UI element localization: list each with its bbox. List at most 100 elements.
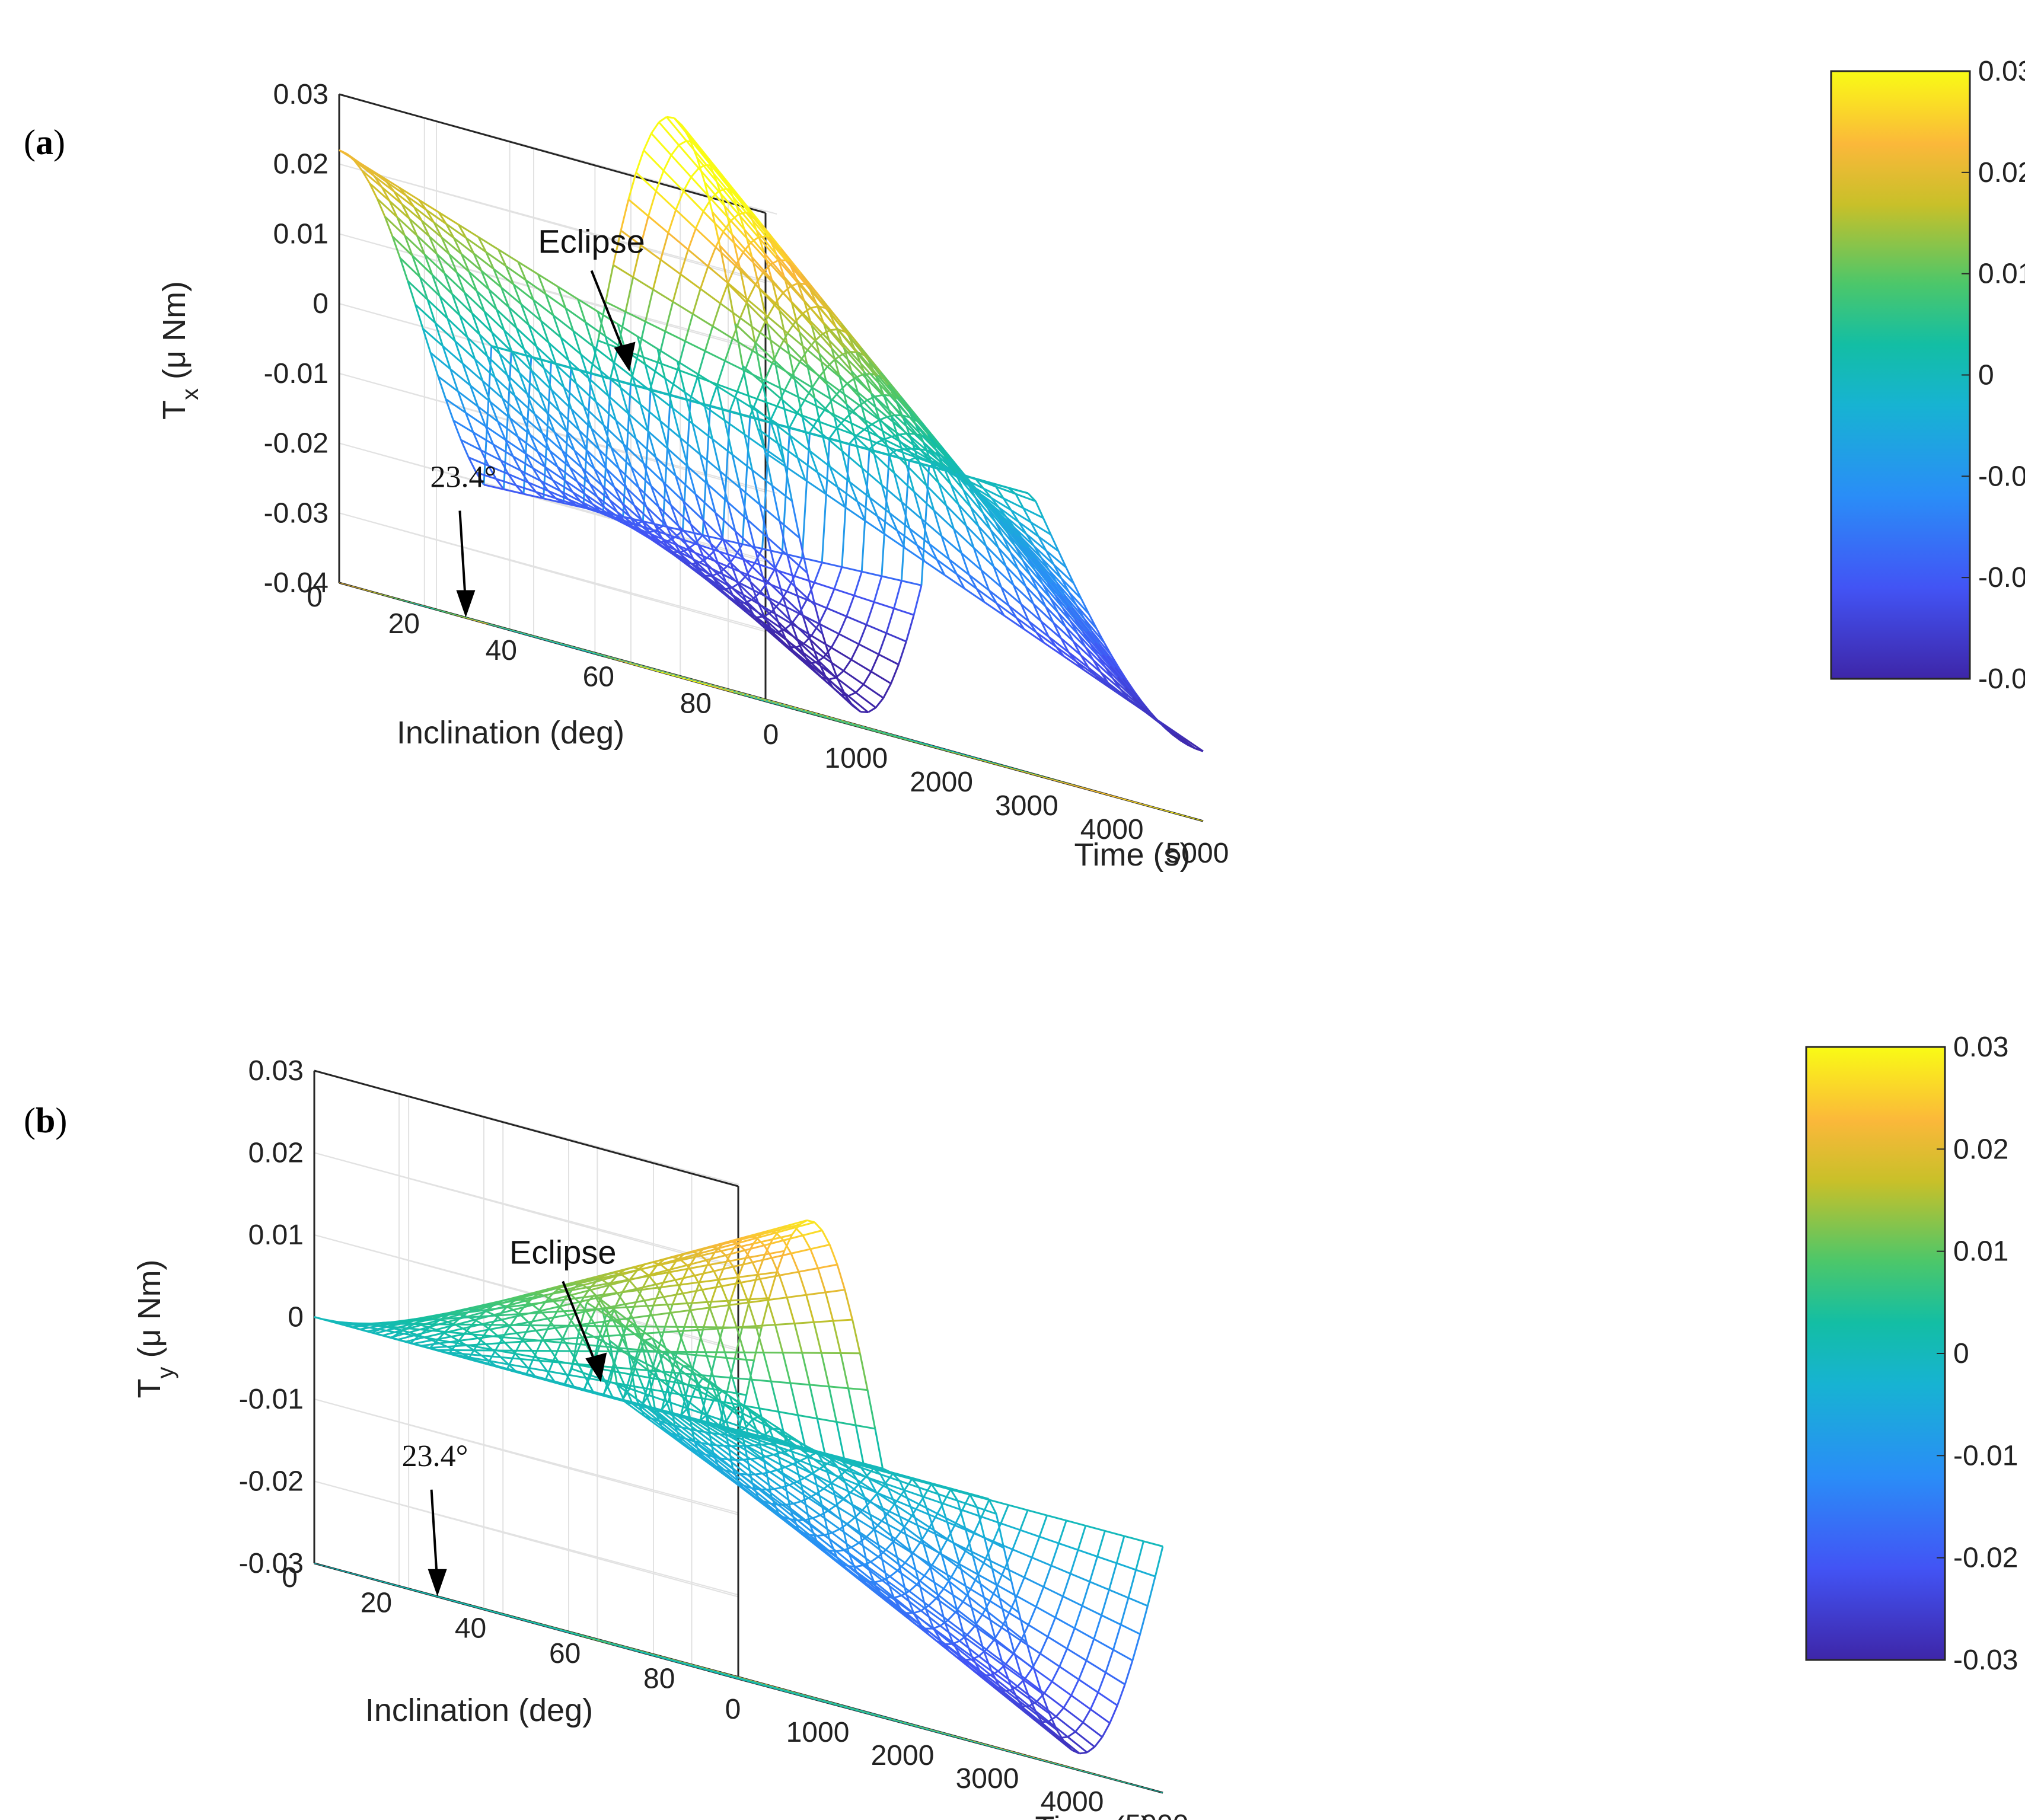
mesh-segment — [806, 599, 827, 609]
mesh-segment — [640, 216, 649, 245]
mesh-segment — [467, 456, 477, 473]
mesh-segment — [874, 394, 883, 398]
mesh-segment — [560, 1325, 570, 1343]
mesh-segment — [706, 1398, 716, 1416]
mesh-segment — [609, 1284, 618, 1294]
panel-a: 0.030.020.010-0.01-0.02-0.03-0.040204060… — [24, 56, 2025, 873]
mesh-segment — [700, 288, 721, 304]
mesh-segment — [803, 1473, 813, 1479]
mesh-segment — [811, 635, 832, 649]
mesh-segment — [785, 1463, 793, 1468]
mesh-segment — [707, 247, 717, 267]
mesh-segment — [434, 322, 444, 347]
colorbar-tick-label: 0.02 — [1978, 157, 2025, 189]
mesh-segment — [662, 395, 672, 526]
mesh-segment — [422, 328, 432, 353]
mesh-segment — [818, 608, 828, 624]
mesh-segment — [800, 273, 822, 299]
mesh-segment — [927, 1598, 937, 1607]
mesh-segment — [709, 384, 719, 407]
mesh-segment — [911, 1541, 921, 1554]
mesh-segment — [604, 264, 614, 302]
mesh-segment — [624, 277, 634, 312]
x-tick-label: 0 — [763, 719, 779, 751]
mesh-segment — [437, 376, 447, 400]
mesh-segment — [658, 116, 667, 123]
mesh-segment — [704, 350, 726, 362]
panel-tag-open: ( — [24, 123, 36, 162]
mesh-segment — [875, 697, 884, 708]
mesh-segment — [524, 1340, 533, 1352]
mesh-segment — [784, 389, 805, 401]
mesh-segment — [846, 615, 867, 626]
mesh-segment — [747, 284, 757, 301]
mesh-segment — [1175, 733, 1197, 750]
axis-line — [339, 93, 766, 214]
mesh-segment — [808, 662, 829, 681]
mesh-segment — [541, 1325, 550, 1342]
z-tick-label: 0.02 — [273, 149, 329, 180]
colorbar-gradient — [1830, 70, 1971, 680]
mesh-segment — [678, 140, 687, 146]
mesh-segment — [487, 465, 497, 480]
mesh-segment — [648, 215, 669, 234]
mesh-segment — [764, 379, 785, 391]
mesh-segment — [865, 601, 875, 625]
mesh-segment — [834, 588, 854, 596]
mesh-segment — [576, 481, 598, 498]
mesh-segment — [782, 552, 803, 559]
mesh-segment — [885, 608, 895, 634]
x-tick-label: 3000 — [995, 790, 1058, 822]
mesh-segment — [830, 633, 840, 649]
mesh-segment — [878, 633, 888, 655]
mesh-segment — [692, 313, 713, 327]
mesh-segment — [1032, 603, 1054, 624]
mesh-segment — [670, 144, 680, 156]
mesh-segment — [635, 149, 645, 173]
mesh-segment — [399, 257, 409, 282]
mesh-segment — [715, 246, 736, 267]
mesh-segment — [1040, 620, 1062, 639]
mesh-segment — [719, 302, 741, 319]
z-tick-labels: 0.030.020.010-0.01-0.02-0.03-0.04 — [264, 79, 329, 599]
mesh-segment — [672, 274, 682, 302]
mesh-segment — [670, 1312, 680, 1332]
mesh-segment — [833, 566, 843, 590]
mesh-segment — [742, 251, 764, 273]
mesh-segment — [801, 433, 811, 558]
mesh-segment — [675, 209, 697, 229]
mesh-segment — [908, 1583, 918, 1592]
floor-cell — [1168, 811, 1204, 822]
mesh-segment — [901, 580, 922, 586]
mesh-segment — [635, 1369, 645, 1388]
mesh-segment — [529, 1312, 538, 1326]
mesh-segment — [504, 1342, 514, 1352]
mesh-segment — [719, 282, 729, 304]
mesh-segment — [885, 1541, 894, 1551]
mesh-segment — [645, 289, 654, 322]
mesh-segment — [810, 305, 818, 309]
mesh-segment — [376, 198, 386, 217]
mesh-segment — [667, 209, 677, 234]
mesh-segment — [696, 350, 706, 378]
mesh-segment — [388, 200, 398, 218]
mesh-segment — [684, 314, 694, 341]
mesh-segment — [426, 299, 436, 323]
mesh-segment — [442, 346, 452, 370]
mesh-segment — [407, 280, 416, 305]
mesh-segment — [913, 1610, 921, 1614]
mesh-segment — [472, 432, 482, 451]
colorbar: 0.030.020.010-0.01-0.02-0.03 — [1830, 56, 2025, 695]
mesh-segment — [520, 1314, 530, 1323]
mesh-segment — [627, 172, 637, 200]
mesh-segment — [855, 684, 865, 694]
colorbar-tick-label: -0.03 — [1978, 663, 2025, 695]
axis-line — [314, 1069, 739, 1187]
mesh-segment — [862, 671, 872, 685]
mesh-segment — [412, 255, 421, 277]
mesh-segment — [346, 153, 368, 169]
colorbar-tick-label: -0.02 — [1978, 562, 2025, 593]
y-tick-label: 0 — [307, 582, 323, 613]
mesh-segment — [813, 562, 823, 583]
mesh-segment — [831, 647, 852, 660]
